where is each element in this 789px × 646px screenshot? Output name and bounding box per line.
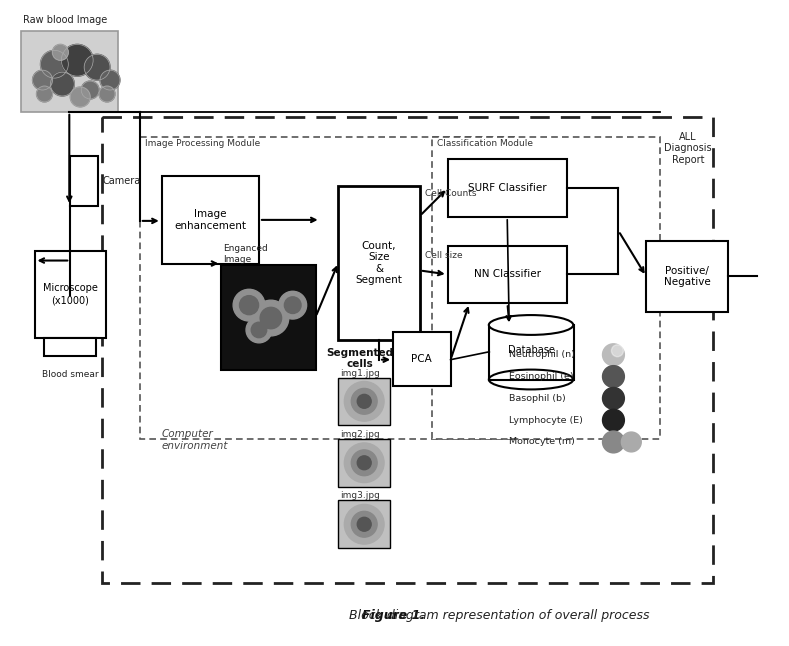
Bar — [102, 117, 712, 583]
Text: SURF Classifier: SURF Classifier — [468, 183, 547, 193]
Ellipse shape — [489, 315, 574, 335]
Circle shape — [603, 366, 624, 388]
Circle shape — [351, 512, 377, 537]
Circle shape — [40, 50, 69, 78]
Text: img1.jpg: img1.jpg — [340, 368, 380, 377]
Text: ALL
Diagnosis
Report: ALL Diagnosis Report — [664, 132, 712, 165]
Bar — [140, 136, 517, 439]
Bar — [35, 251, 106, 338]
Circle shape — [246, 317, 272, 343]
Circle shape — [81, 81, 99, 99]
Circle shape — [344, 443, 384, 483]
Bar — [70, 156, 98, 206]
Circle shape — [62, 45, 93, 76]
Text: Segmented
cells: Segmented cells — [327, 348, 394, 370]
Circle shape — [603, 410, 624, 431]
Circle shape — [622, 432, 641, 452]
Text: Lymphocyte (E): Lymphocyte (E) — [509, 415, 583, 424]
Text: Classification Module: Classification Module — [436, 139, 533, 147]
Text: Blood smear: Blood smear — [42, 370, 99, 379]
Bar — [447, 245, 567, 303]
Text: Cell Counts: Cell Counts — [424, 189, 477, 198]
Text: Neutrophil (n): Neutrophil (n) — [509, 350, 575, 359]
Text: Cell size: Cell size — [424, 251, 462, 260]
Bar — [338, 186, 420, 340]
Bar — [21, 30, 118, 112]
Bar — [393, 332, 451, 386]
Circle shape — [279, 291, 307, 319]
Bar — [432, 136, 660, 439]
Text: Positive/
Negative: Positive/ Negative — [664, 266, 710, 287]
Circle shape — [357, 394, 371, 408]
Circle shape — [50, 72, 74, 96]
Text: Microscope
(x1000): Microscope (x1000) — [43, 284, 98, 305]
Text: Camera: Camera — [102, 176, 140, 186]
Text: NN Classifier: NN Classifier — [473, 269, 540, 280]
Bar — [221, 266, 316, 370]
Circle shape — [70, 87, 90, 107]
Text: img3.jpg: img3.jpg — [340, 492, 380, 501]
Circle shape — [344, 505, 384, 544]
Text: Block diagram representation of overall process: Block diagram representation of overall … — [349, 609, 649, 622]
Bar — [489, 325, 574, 379]
Circle shape — [357, 456, 371, 470]
Text: Image Processing Module: Image Processing Module — [144, 139, 260, 147]
Circle shape — [357, 517, 371, 531]
Circle shape — [32, 70, 52, 90]
Circle shape — [351, 450, 377, 475]
Circle shape — [284, 297, 301, 313]
Bar — [447, 160, 567, 217]
Text: Monocyte (m): Monocyte (m) — [509, 437, 575, 446]
Text: Computer
environment: Computer environment — [162, 429, 228, 451]
Bar — [44, 338, 96, 356]
Bar — [162, 176, 259, 264]
Text: Raw blood Image: Raw blood Image — [23, 15, 107, 25]
Circle shape — [611, 345, 623, 357]
Circle shape — [100, 70, 120, 90]
Circle shape — [52, 45, 69, 60]
Text: Basophil (b): Basophil (b) — [509, 394, 566, 403]
Text: PCA: PCA — [411, 354, 432, 364]
Circle shape — [84, 54, 110, 80]
Text: Enganced
Image: Enganced Image — [223, 244, 268, 264]
Circle shape — [99, 86, 115, 102]
Circle shape — [36, 86, 52, 102]
Circle shape — [603, 344, 624, 366]
Circle shape — [233, 289, 265, 321]
Bar — [338, 377, 390, 425]
Bar — [338, 501, 390, 548]
Circle shape — [351, 388, 377, 414]
Circle shape — [260, 307, 282, 329]
Circle shape — [603, 431, 624, 453]
Circle shape — [251, 322, 267, 338]
Text: Count,
Size
&
Segment: Count, Size & Segment — [356, 240, 402, 286]
Circle shape — [344, 382, 384, 421]
Circle shape — [240, 296, 259, 315]
Circle shape — [603, 388, 624, 410]
Text: Figure 1.: Figure 1. — [362, 609, 425, 622]
Text: Eosinophil (e): Eosinophil (e) — [509, 372, 574, 381]
Text: img2.jpg: img2.jpg — [340, 430, 380, 439]
Bar — [338, 439, 390, 486]
Text: Database: Database — [507, 345, 555, 355]
Text: Image
enhancement: Image enhancement — [174, 209, 246, 231]
Circle shape — [253, 300, 289, 336]
Bar — [646, 241, 727, 312]
